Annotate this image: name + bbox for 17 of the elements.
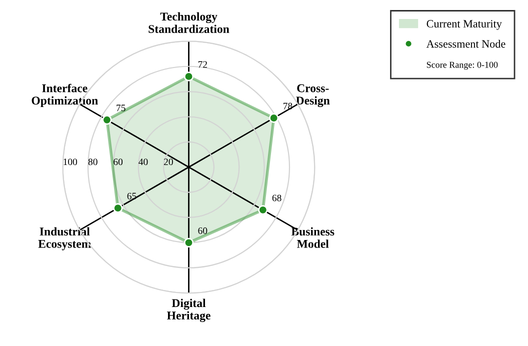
text: Assessment Node (426, 40, 506, 48)
y-tick-label: 100 (64, 158, 78, 166)
y-tick-label: 80 (88, 158, 98, 166)
y-tick-label: 40 (138, 158, 148, 166)
data-label: 75 (116, 104, 126, 112)
spoke-label: Business Model (291, 227, 334, 248)
spoke-label: Cross- Design (296, 84, 330, 108)
spoke-label: Technology Standardization (148, 12, 230, 33)
y-tick-label: 20 (164, 158, 173, 166)
data-label: 60 (198, 227, 208, 234)
legend-label: Current Maturity (426, 20, 502, 30)
data-label: 72 (198, 61, 207, 68)
text: Score Range: 0-100 (426, 62, 498, 70)
spoke-label: Industrial Ecosystem (38, 227, 92, 250)
spoke-label: Interface Optimization (32, 84, 98, 107)
spoke-label: Digital Heritage (167, 298, 210, 322)
data-label: 68 (272, 194, 282, 202)
